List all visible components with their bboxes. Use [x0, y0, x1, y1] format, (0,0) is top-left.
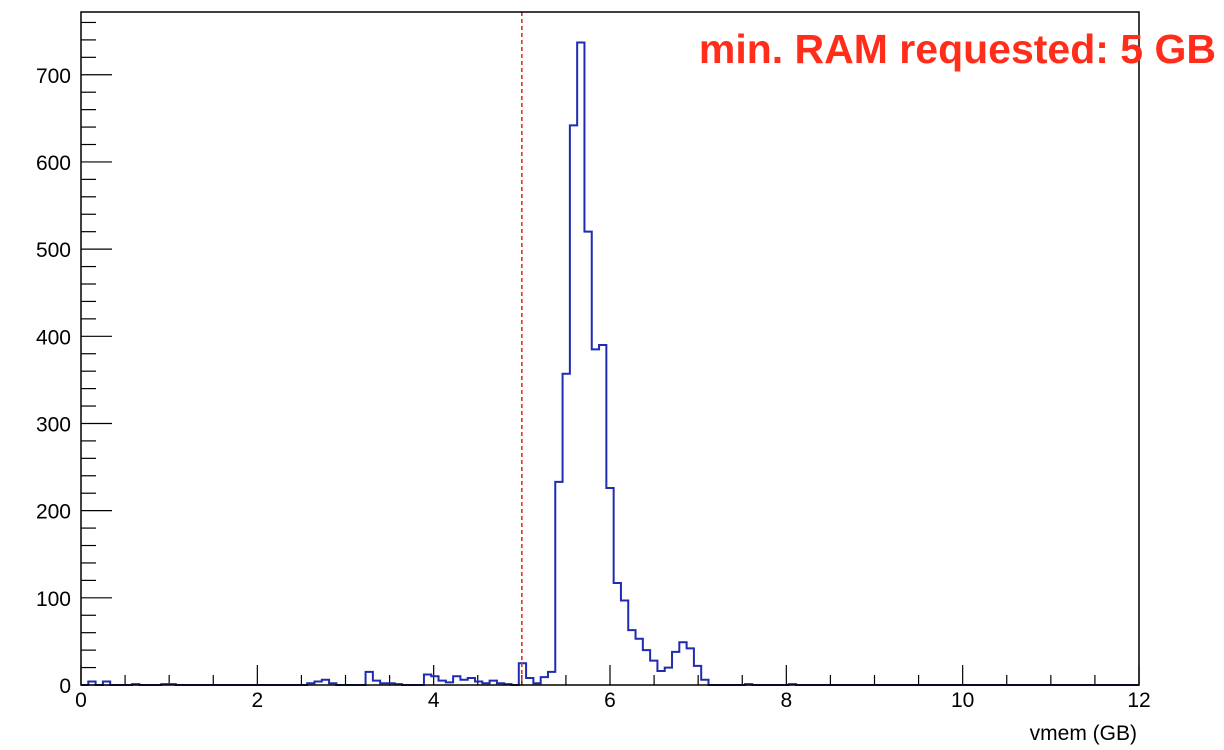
- x-axis-tick-labels: 0 2 4 6 8 10 12: [75, 689, 1151, 712]
- x-axis-ticks: [80, 665, 1140, 685]
- x-tick-label: 0: [75, 689, 87, 712]
- y-tick-label: 700: [36, 65, 71, 88]
- x-axis-title: vmem (GB): [1030, 722, 1137, 745]
- x-tick-label: 8: [780, 689, 792, 712]
- x-tick-label: 2: [251, 689, 263, 712]
- y-tick-label: 100: [36, 588, 71, 611]
- y-axis-tick-labels: 0 100 200 300 400 500 600 700: [36, 65, 71, 698]
- x-tick-label: 4: [428, 689, 440, 712]
- y-axis-ticks: [81, 21, 112, 686]
- y-tick-label: 500: [36, 239, 71, 262]
- y-tick-label: 0: [59, 675, 71, 698]
- y-tick-label: 400: [36, 326, 71, 349]
- x-tick-label: 12: [1127, 689, 1150, 712]
- x-tick-label: 10: [951, 689, 974, 712]
- plot-frame: [80, 11, 1140, 686]
- y-tick-label: 300: [36, 413, 71, 436]
- min-ram-annotation: min. RAM requested: 5 GB: [699, 26, 1216, 72]
- x-tick-label: 6: [604, 689, 616, 712]
- y-tick-label: 200: [36, 501, 71, 524]
- y-tick-label: 600: [36, 152, 71, 175]
